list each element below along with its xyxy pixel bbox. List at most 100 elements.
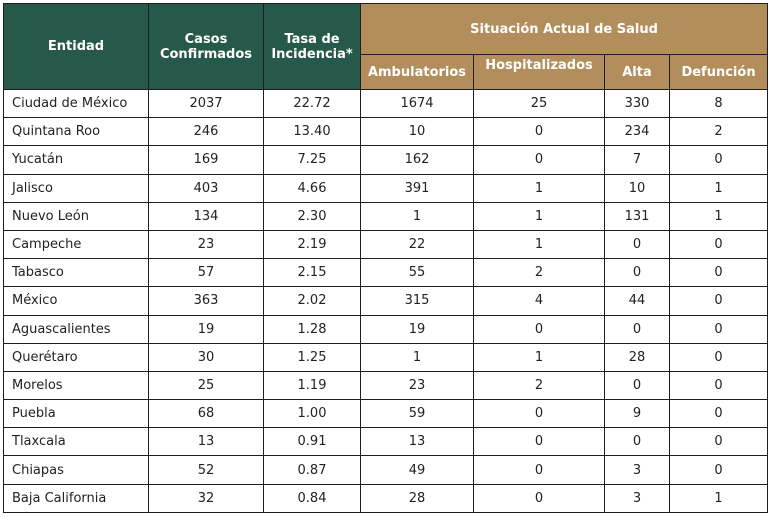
cell-hospitalizados: 1 <box>473 342 605 372</box>
cell-casos: 25 <box>148 370 264 401</box>
cell-casos: 32 <box>148 483 264 513</box>
cell-defuncion: 0 <box>668 145 768 175</box>
cell-entidad: Aguascalientes <box>3 314 149 344</box>
table-row: Tlaxcala 13 0.91 13 0 0 0 <box>3 427 768 457</box>
cell-alta: 0 <box>604 427 670 457</box>
cell-alta: 330 <box>604 88 670 119</box>
cell-tasa: 1.00 <box>263 399 361 429</box>
cell-entidad: Tlaxcala <box>3 427 149 457</box>
cell-defuncion: 0 <box>668 286 768 316</box>
cell-casos: 19 <box>148 314 264 344</box>
cell-alta: 9 <box>604 399 670 429</box>
table-row: Morelos 25 1.19 23 2 0 0 <box>3 370 768 401</box>
cell-defuncion: 8 <box>668 88 768 119</box>
cell-alta: 44 <box>604 286 670 316</box>
cell-ambulatorios: 162 <box>360 145 474 175</box>
cell-casos: 52 <box>148 455 264 485</box>
cell-ambulatorios: 13 <box>360 427 474 457</box>
cell-alta: 0 <box>604 229 670 260</box>
cell-defuncion: 0 <box>668 399 768 429</box>
cell-ambulatorios: 1 <box>360 201 474 231</box>
cell-hospitalizados: 4 <box>473 286 605 316</box>
cell-alta: 28 <box>604 342 670 372</box>
table-row: Aguascalientes 19 1.28 19 0 0 0 <box>3 314 768 344</box>
cell-tasa: 0.84 <box>263 483 361 513</box>
table-row: Jalisco 403 4.66 391 1 10 1 <box>3 173 768 203</box>
cell-ambulatorios: 19 <box>360 314 474 344</box>
cell-tasa: 7.25 <box>263 145 361 175</box>
cell-tasa: 0.87 <box>263 455 361 485</box>
cell-ambulatorios: 49 <box>360 455 474 485</box>
header-casos-confirmados: Casos Confirmados <box>148 3 264 90</box>
cell-defuncion: 1 <box>668 201 768 231</box>
cell-alta: 7 <box>604 145 670 175</box>
cell-tasa: 2.30 <box>263 201 361 231</box>
cell-hospitalizados: 1 <box>473 201 605 231</box>
cell-entidad: Nuevo León <box>3 201 149 231</box>
cell-tasa: 22.72 <box>263 88 361 119</box>
cell-defuncion: 2 <box>668 117 768 147</box>
cell-casos: 13 <box>148 427 264 457</box>
table-row: Querétaro 30 1.25 1 1 28 0 <box>3 342 768 372</box>
cell-casos: 403 <box>148 173 264 203</box>
cell-entidad: Jalisco <box>3 173 149 203</box>
cell-hospitalizados: 2 <box>473 258 605 288</box>
cell-tasa: 4.66 <box>263 173 361 203</box>
cell-tasa: 2.15 <box>263 258 361 288</box>
cell-ambulatorios: 391 <box>360 173 474 203</box>
cell-hospitalizados: 1 <box>473 229 605 260</box>
cell-casos: 246 <box>148 117 264 147</box>
table-row: Ciudad de México 2037 22.72 1674 25 330 8 <box>3 88 768 119</box>
cell-hospitalizados: 2 <box>473 370 605 401</box>
cell-ambulatorios: 1 <box>360 342 474 372</box>
cell-defuncion: 0 <box>668 455 768 485</box>
table-row: Nuevo León 134 2.30 1 1 131 1 <box>3 201 768 231</box>
cell-entidad: Campeche <box>3 229 149 260</box>
cell-alta: 3 <box>604 483 670 513</box>
cell-defuncion: 0 <box>668 342 768 372</box>
cell-alta: 0 <box>604 258 670 288</box>
cell-defuncion: 0 <box>668 314 768 344</box>
cell-tasa: 2.02 <box>263 286 361 316</box>
cell-entidad: Ciudad de México <box>3 88 149 119</box>
cases-table: Entidad Casos Confirmados Tasa de Incide… <box>3 3 768 513</box>
cell-entidad: Puebla <box>3 399 149 429</box>
cell-defuncion: 1 <box>668 483 768 513</box>
table-row: México 363 2.02 315 4 44 0 <box>3 286 768 316</box>
cell-casos: 68 <box>148 399 264 429</box>
cell-defuncion: 1 <box>668 173 768 203</box>
header-entidad: Entidad <box>3 3 149 90</box>
header-hospitalizados: Hospitalizados <box>473 54 605 90</box>
cell-entidad: México <box>3 286 149 316</box>
cell-casos: 363 <box>148 286 264 316</box>
cell-casos: 57 <box>148 258 264 288</box>
cell-defuncion: 0 <box>668 427 768 457</box>
cell-tasa: 0.91 <box>263 427 361 457</box>
cell-ambulatorios: 1674 <box>360 88 474 119</box>
cell-tasa: 2.19 <box>263 229 361 260</box>
cell-hospitalizados: 1 <box>473 173 605 203</box>
cell-hospitalizados: 0 <box>473 455 605 485</box>
cell-entidad: Baja California <box>3 483 149 513</box>
header-ambulatorios: Ambulatorios <box>360 54 474 90</box>
cell-hospitalizados: 0 <box>473 117 605 147</box>
table-body: Ciudad de México 2037 22.72 1674 25 330 8 Quint… <box>3 88 768 513</box>
table-row: Quintana Roo 246 13.40 10 0 234 2 <box>3 117 768 147</box>
cell-ambulatorios: 59 <box>360 399 474 429</box>
cell-ambulatorios: 23 <box>360 370 474 401</box>
cell-hospitalizados: 0 <box>473 314 605 344</box>
cell-entidad: Querétaro <box>3 342 149 372</box>
cell-defuncion: 0 <box>668 229 768 260</box>
header-defuncion: Defunción <box>668 54 768 90</box>
cell-alta: 234 <box>604 117 670 147</box>
cell-casos: 169 <box>148 145 264 175</box>
cell-tasa: 1.28 <box>263 314 361 344</box>
table-row: Chiapas 52 0.87 49 0 3 0 <box>3 455 768 485</box>
cell-hospitalizados: 25 <box>473 88 605 119</box>
cell-casos: 23 <box>148 229 264 260</box>
cell-ambulatorios: 22 <box>360 229 474 260</box>
cell-ambulatorios: 28 <box>360 483 474 513</box>
cell-alta: 3 <box>604 455 670 485</box>
cell-tasa: 13.40 <box>263 117 361 147</box>
cell-hospitalizados: 0 <box>473 399 605 429</box>
